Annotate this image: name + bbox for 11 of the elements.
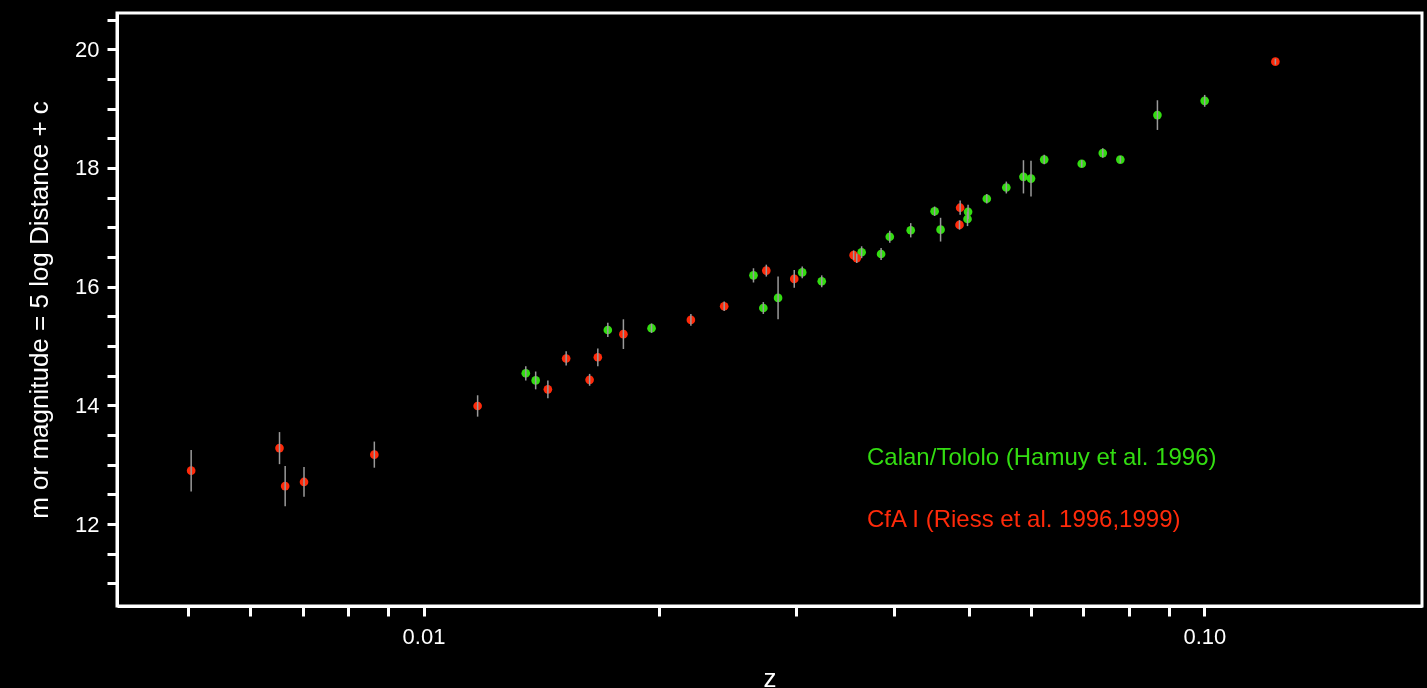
x-tick-label: 0.01 <box>402 623 446 649</box>
x-tick-label: 0.10 <box>1183 623 1227 649</box>
text: CfA I (Riess et al. 1996,1999) <box>867 504 1181 532</box>
y-tick-label: 12 <box>75 511 100 537</box>
y-tick-label: 18 <box>75 155 100 181</box>
x-axis-title: z <box>763 662 777 688</box>
y-axis-title: m or magnitude = 5 log Distance + c <box>24 101 55 519</box>
y-tick-label: 16 <box>75 274 100 300</box>
text: Calan/Tololo (Hamuy et al. 1996) <box>867 442 1217 470</box>
y-tick-label: 20 <box>75 36 100 62</box>
y-tick-label: 14 <box>75 392 100 418</box>
